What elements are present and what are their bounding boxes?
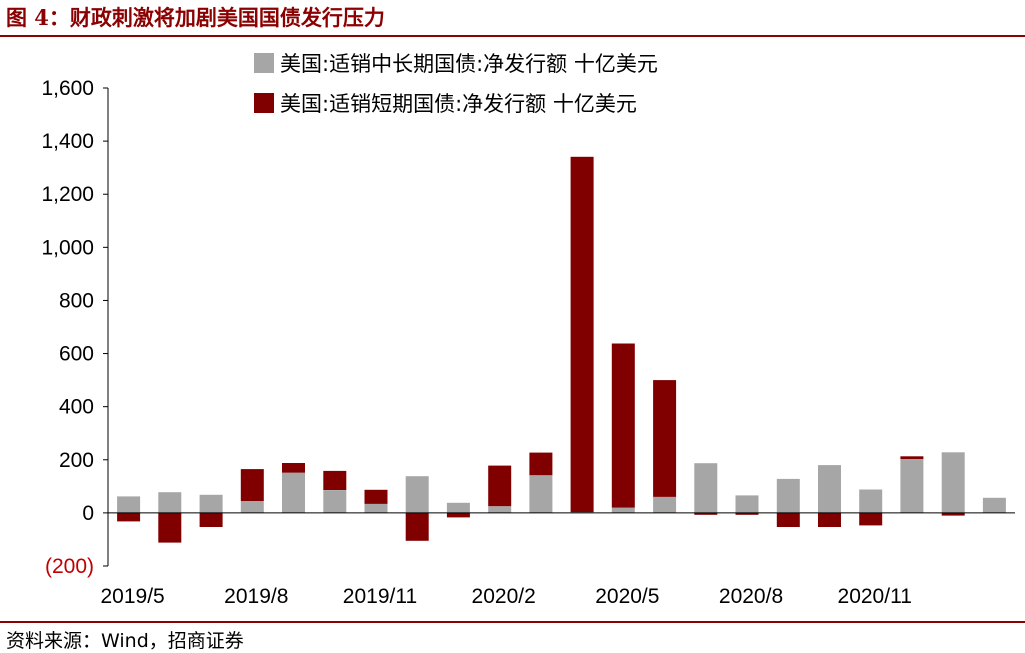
bar-long-term-2019/8 — [240, 500, 264, 513]
bar-long-term-2020/8 — [735, 495, 759, 513]
source-note: 资料来源：Wind，招商证券 — [6, 630, 244, 652]
legend-label-short-term: 美国:适销短期国债:净发行额 十亿美元 — [280, 92, 637, 116]
bar-short-term-2020/7 — [694, 512, 718, 515]
bar-long-term-2019/7 — [199, 494, 223, 513]
x-tick-label: 2020/2 — [472, 585, 536, 608]
bar-long-term-2020/3 — [529, 475, 553, 513]
bar-short-term-2020/4 — [570, 156, 594, 513]
y-tick-label: 1,000 — [41, 236, 94, 259]
bar-long-term-2020/1 — [446, 502, 470, 513]
x-tick-label: 2019/11 — [343, 585, 417, 608]
y-tick-label: 800 — [59, 289, 94, 312]
bar-long-term-2020/5 — [611, 507, 635, 513]
x-tick-label: 2019/5 — [100, 585, 164, 608]
axes: (200) 0 200 400 600 800 1,000 1,200 1,400 1,600 20… — [41, 77, 1015, 608]
bar-long-term-2020/9 — [776, 478, 800, 513]
x-tick-label: 2020/8 — [719, 585, 783, 608]
footer-rule — [0, 621, 1025, 623]
title-rule — [0, 35, 1025, 37]
bar-short-term-2019/10 — [323, 470, 347, 490]
bar-long-term-2019/12 — [405, 476, 429, 513]
y-tick-label: 1,600 — [41, 77, 94, 100]
bar-long-term-2019/11 — [364, 503, 388, 513]
bar-short-term-2020/10 — [818, 512, 841, 527]
legend-swatch-long-term — [254, 53, 274, 73]
bar-long-term-2021/2 — [982, 497, 1006, 513]
bar-long-term-2020/12 — [900, 459, 924, 513]
bar-short-term-2020/3 — [529, 452, 553, 476]
bar-short-term-2019/7 — [199, 512, 223, 527]
y-tick-label: 1,400 — [41, 130, 94, 153]
bar-short-term-2020/1 — [446, 512, 470, 518]
bar-long-term-2020/10 — [818, 465, 841, 513]
bar-long-term-2019/6 — [158, 492, 182, 513]
bar-long-term-2021/1 — [941, 452, 965, 513]
bar-short-term-2019/8 — [240, 469, 264, 501]
bar-long-term-2020/6 — [653, 497, 677, 513]
bar-short-term-2019/6 — [158, 512, 182, 543]
x-tick-label: 2020/5 — [595, 585, 659, 608]
bar-short-term-2019/12 — [405, 512, 429, 541]
y-tick-label: 400 — [59, 396, 94, 419]
bar-short-term-2019/9 — [282, 463, 305, 473]
bar-long-term-2019/5 — [117, 496, 141, 513]
chart-title: 图 4：财政刺激将加剧美国国债发行压力 — [6, 5, 385, 30]
bar-short-term-2019/5 — [117, 512, 141, 522]
bar-short-term-2021/1 — [941, 512, 965, 516]
bars — [117, 156, 1006, 543]
y-tick-label: 600 — [59, 343, 94, 366]
x-tick-label: 2020/11 — [838, 585, 912, 608]
bar-short-term-2020/11 — [859, 512, 883, 526]
bar-short-term-2020/8 — [735, 512, 759, 515]
y-tick-label: 0 — [82, 502, 94, 525]
bar-long-term-2020/2 — [488, 506, 512, 513]
legend-label-long-term: 美国:适销中长期国债:净发行额 十亿美元 — [280, 52, 658, 76]
bar-short-term-2020/12 — [900, 456, 924, 459]
bar-short-term-2020/9 — [776, 512, 800, 527]
bar-short-term-2020/5 — [611, 343, 635, 508]
bar-long-term-2019/10 — [323, 490, 347, 513]
legend-swatch-short-term — [254, 93, 274, 113]
bar-short-term-2019/11 — [364, 489, 388, 504]
bar-short-term-2020/2 — [488, 465, 512, 507]
bar-long-term-2020/11 — [859, 489, 883, 513]
bar-short-term-2020/6 — [653, 380, 677, 497]
y-tick-label: 200 — [59, 449, 94, 472]
bar-long-term-2020/7 — [694, 463, 718, 513]
y-tick-label: (200) — [45, 555, 94, 578]
x-tick-label: 2019/8 — [224, 585, 288, 608]
bar-long-term-2019/9 — [282, 472, 305, 513]
y-tick-label: 1,200 — [41, 183, 94, 206]
